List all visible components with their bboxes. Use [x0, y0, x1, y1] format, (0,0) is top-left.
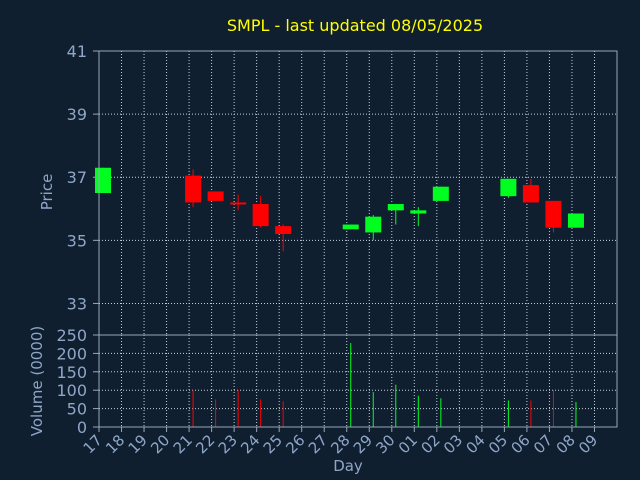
candle-body — [275, 226, 292, 235]
price-tick-label: 39 — [67, 105, 87, 124]
price-tick-label: 41 — [67, 42, 87, 61]
candle-body — [567, 213, 584, 228]
candle-body — [185, 175, 202, 203]
price-axis-label: Price — [38, 174, 56, 211]
candle-body — [230, 202, 247, 205]
price-tick-label: 33 — [67, 294, 87, 313]
volume-tick-label: 150 — [56, 363, 87, 382]
candle-body — [95, 167, 111, 193]
chart-title: SMPL - last updated 08/05/2025 — [227, 16, 483, 35]
candle-body — [410, 210, 427, 214]
volume-tick-label: 0 — [77, 418, 87, 437]
price-panel: 33 35 37 39 41 — [67, 42, 618, 336]
volume-plot-frame — [98, 334, 618, 428]
candle-body — [207, 191, 224, 201]
candle-body — [342, 224, 359, 230]
candle-body — [432, 186, 449, 201]
volume-tick-label: 250 — [56, 326, 87, 345]
candle-body — [522, 185, 539, 203]
x-axis-label: Day — [333, 457, 363, 475]
price-tick-label: 35 — [67, 231, 87, 250]
candle-body — [387, 204, 404, 211]
volume-tick-label: 50 — [67, 400, 87, 419]
candle-body — [365, 216, 382, 233]
candle-body — [500, 178, 517, 197]
volume-axis-label: Volume (0000) — [28, 326, 46, 436]
volume-panel: 0501001502002501718192021222324252627282… — [56, 326, 618, 457]
candle-body — [545, 200, 562, 228]
candle-body — [252, 204, 269, 227]
price-tick-label: 37 — [67, 168, 87, 187]
volume-tick-label: 100 — [56, 381, 87, 400]
volume-tick-label: 200 — [56, 344, 87, 363]
x-tick-label: 09 — [575, 431, 601, 457]
price-plot-frame — [98, 50, 618, 336]
